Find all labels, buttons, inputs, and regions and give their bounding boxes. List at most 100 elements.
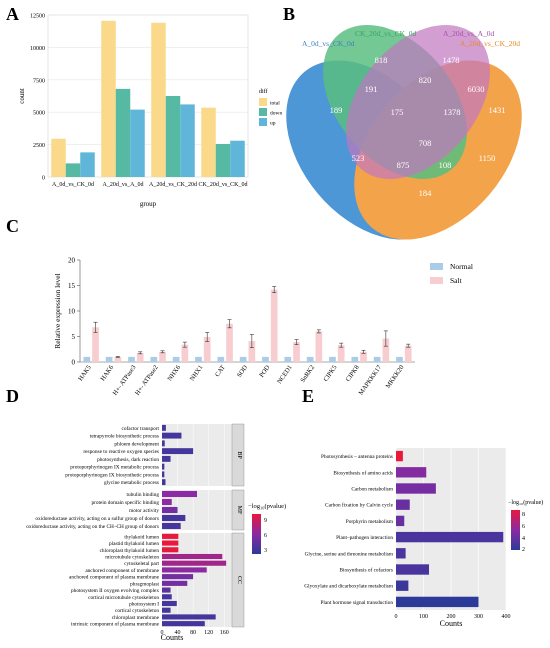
panel-label-e: E <box>302 386 314 406</box>
panel-a-x-ticks: A_0d_vs_CK_0d A_20d_vs_A_0d A_20d_vs_CK_20… <box>52 182 248 188</box>
panel-d-bar <box>162 514 186 522</box>
panel-c-x-tick-label: SOD <box>236 364 249 379</box>
panel-d-facets: BP cofactor transport tetrapyrrole biosynt… <box>26 423 245 628</box>
panel-c-bar-normal <box>351 356 359 362</box>
panel-a-x-tick-label: A_20d_vs_CK_20d <box>149 182 197 188</box>
panel-d-bar <box>162 553 223 560</box>
panel-b-venn-diagram: A_0d_vs_CK_0d CK_20d_vs_CK_0d A_20d_vs_A… <box>286 24 522 240</box>
panel-c-x-tick-label: NCED1 <box>276 364 294 385</box>
panel-d-term-label: motor activity <box>129 508 159 514</box>
panel-d-term-label: chloroplast thylakoid lumen <box>100 548 160 554</box>
panel-e-bar <box>396 531 504 543</box>
panel-d-color-scale <box>252 514 261 554</box>
panel-a-bar-down <box>165 96 181 177</box>
panel-a-bar-up <box>230 140 245 177</box>
panel-d-term-label: oxidoreductase activity, acting on a sul… <box>35 515 159 522</box>
panel-d-bar <box>162 432 182 439</box>
panel-c-bar-normal <box>262 356 269 362</box>
panel-d-legend-ticks: 9 6 3 <box>264 518 267 554</box>
panel-d-term-label: tubulin binding <box>126 492 159 498</box>
panel-d-legend-tick-label: 9 <box>264 518 267 524</box>
panel-d-bar <box>162 498 172 506</box>
panel-a-bar-total <box>151 22 166 177</box>
panel-c-bar-salt <box>114 356 122 362</box>
panel-d-term-label: anchored component of plasma membrane <box>69 574 160 581</box>
panel-e-x-axis-title: Counts <box>440 619 463 628</box>
panel-a-y-tick-label: 12500 <box>30 14 45 20</box>
panel-a-legend-label: up <box>270 121 276 127</box>
venn-region-value: 1431 <box>489 105 506 115</box>
panel-c-x-tick-label: POD <box>258 364 271 379</box>
panel-d-term-label: cofactor transport <box>121 425 159 432</box>
panel-d-bar <box>162 455 171 462</box>
panel-c-x-tick-label: MAPKKK17 <box>358 364 384 397</box>
panel-d-term-label: microtubule cytoskeleton <box>105 555 159 561</box>
panel-e-term-label: Porphyrin metabolism <box>346 519 394 525</box>
panel-e-bar <box>396 580 409 591</box>
panel-c-bar-salt <box>293 342 300 362</box>
panel-d-facet-label: MF <box>236 506 242 515</box>
panel-d-legend-tick-label: 3 <box>264 548 267 554</box>
panel-d-term-label: cortical cytoskeleton <box>115 608 159 614</box>
panel-c-y-tick-label: 20 <box>68 257 76 265</box>
panel-a-y-tick-label: 5000 <box>33 111 45 117</box>
panel-c-bar-normal <box>373 356 381 362</box>
panel-e-x-tick-label: 100 <box>419 614 428 620</box>
panel-d-bar <box>162 522 181 530</box>
panel-d-term-label: cortical microtubule cytoskeleton <box>88 595 159 601</box>
panel-c-x-tick-label: MKKK20 <box>385 364 406 390</box>
panel-d-term-label: cytoskeletal part <box>124 561 159 567</box>
panel-c-bar-salt <box>382 338 390 362</box>
venn-set-2-label: CK_20d_vs_CK_0d <box>355 29 417 38</box>
venn-region-value: 523 <box>352 153 365 163</box>
venn-set-1-label: A_0d_vs_CK_0d <box>302 39 355 48</box>
panel-e-bar <box>396 596 479 608</box>
panel-label-b: B <box>283 4 295 24</box>
panel-e-legend-ticks: 8 6 4 2 <box>522 512 525 553</box>
panel-c-bar-normal <box>150 356 158 362</box>
panel-d-term-label: thylakoid lumen <box>124 534 159 540</box>
panel-e-y-ticks: Photosynthesis – antenna proteins Biosynt… <box>304 454 394 606</box>
panel-d-x-tick-label: 160 <box>220 630 229 636</box>
panel-d-bar <box>162 448 194 455</box>
panel-d-term-label: protein domain specific binding <box>91 499 159 506</box>
panel-a-y-axis-title: count <box>18 88 26 104</box>
panel-c-bar-salt <box>92 327 99 362</box>
panel-c-legend-salt-swatch <box>430 277 443 284</box>
panel-c-y-tick-label: 10 <box>68 308 76 316</box>
panel-d-facet-label: CC <box>236 576 242 584</box>
panel-a-legend-label: down <box>270 111 282 117</box>
venn-region-value: 820 <box>419 75 432 85</box>
panel-a-legend: total down up <box>259 98 282 127</box>
panel-d-bar <box>162 471 165 478</box>
panel-d-term-label: photosynthesis, dark reaction <box>97 457 159 463</box>
panel-a-y-tick-label: 2500 <box>33 143 45 149</box>
panel-label-c: C <box>6 216 19 236</box>
panel-d-bar <box>162 594 172 600</box>
panel-e-kegg-enrichment-chart: Photosynthesis – antenna proteins Biosynt… <box>304 448 543 628</box>
panel-c-bar-salt <box>136 352 144 362</box>
panel-d-term-label: protoporphyrinogen IX metabolic process <box>70 465 159 471</box>
panel-a-legend-swatch <box>259 118 267 126</box>
panel-d-bar <box>162 567 207 573</box>
panel-c-bar-salt <box>360 351 367 362</box>
panel-d-bar <box>162 621 205 627</box>
panel-a-y-ticks: 0 2500 5000 7500 10000 12500 <box>30 14 45 182</box>
panel-c-x-tick-label: CAT <box>214 364 227 378</box>
panel-d-x-tick-label: 40 <box>175 630 181 636</box>
panel-e-x-tick-label: 300 <box>474 614 483 620</box>
panel-c-legend-salt-label: Salt <box>450 276 463 285</box>
panel-a-x-axis-title: group <box>140 200 157 208</box>
panel-c-bar-salt <box>159 351 166 362</box>
venn-region-value: 1378 <box>444 107 461 117</box>
panel-a-legend-title: diff <box>259 88 268 95</box>
panel-c-x-tick-label: CIPK5 <box>322 364 338 383</box>
panel-c-bar-salt <box>203 337 211 362</box>
panel-e-bar <box>396 499 410 510</box>
panel-d-x-tick-label: 0 <box>161 630 164 636</box>
panel-e-term-label: Biosynthesis of cofactors <box>339 567 393 574</box>
panel-d-term-label: tetrapyrrole biosynthetic process <box>90 434 159 440</box>
panel-c-bar-salt <box>337 345 345 362</box>
